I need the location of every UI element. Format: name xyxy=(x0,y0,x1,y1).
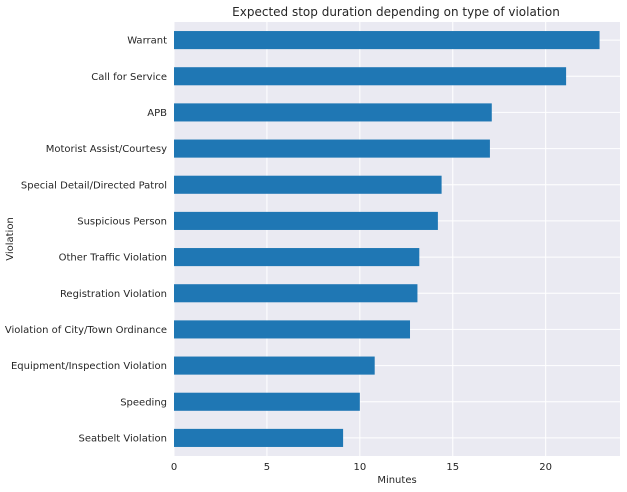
y-tick-labels: Warrant Call for Service APB Motorist Assis… xyxy=(5,36,167,445)
y-tick-label: Speeding xyxy=(120,397,167,408)
y-tick-label: Other Traffic Violation xyxy=(59,253,167,264)
chart-title: Expected stop duration depending on type… xyxy=(232,5,560,19)
x-tick-label: 20 xyxy=(539,462,552,473)
bar xyxy=(174,67,567,86)
bar xyxy=(174,31,600,50)
y-tick-label: Warrant xyxy=(127,36,167,47)
y-tick-label: Seatbelt Violation xyxy=(78,433,167,444)
bars xyxy=(174,31,600,447)
bar xyxy=(174,139,490,158)
x-tick-label: 5 xyxy=(264,462,270,473)
x-tick-label: 0 xyxy=(171,462,177,473)
bar xyxy=(174,248,420,267)
bar xyxy=(174,211,438,230)
y-tick-label: Call for Service xyxy=(91,72,167,83)
bar xyxy=(174,320,411,339)
bar xyxy=(174,392,360,411)
y-tick-label: Violation of City/Town Ordinance xyxy=(5,325,167,336)
bar xyxy=(174,175,442,194)
y-tick-label: Registration Violation xyxy=(60,289,167,300)
x-tick-label: 15 xyxy=(446,462,459,473)
y-tick-label: Suspicious Person xyxy=(77,216,167,227)
y-tick-label: APB xyxy=(147,108,167,119)
x-axis-label: Minutes xyxy=(377,475,416,486)
bar xyxy=(174,428,344,447)
bar xyxy=(174,356,375,375)
x-tick-labels: 0 5 10 15 20 xyxy=(171,462,552,473)
x-tick-label: 10 xyxy=(353,462,366,473)
bar xyxy=(174,103,492,122)
y-tick-label: Special Detail/Directed Patrol xyxy=(21,180,167,191)
y-axis-label: Violation xyxy=(5,217,16,261)
bar xyxy=(174,284,418,303)
y-tick-label: Equipment/Inspection Violation xyxy=(11,361,167,372)
y-tick-label: Motorist Assist/Courtesy xyxy=(46,144,167,155)
x-gridlines xyxy=(173,22,547,456)
plot-area xyxy=(174,22,620,456)
